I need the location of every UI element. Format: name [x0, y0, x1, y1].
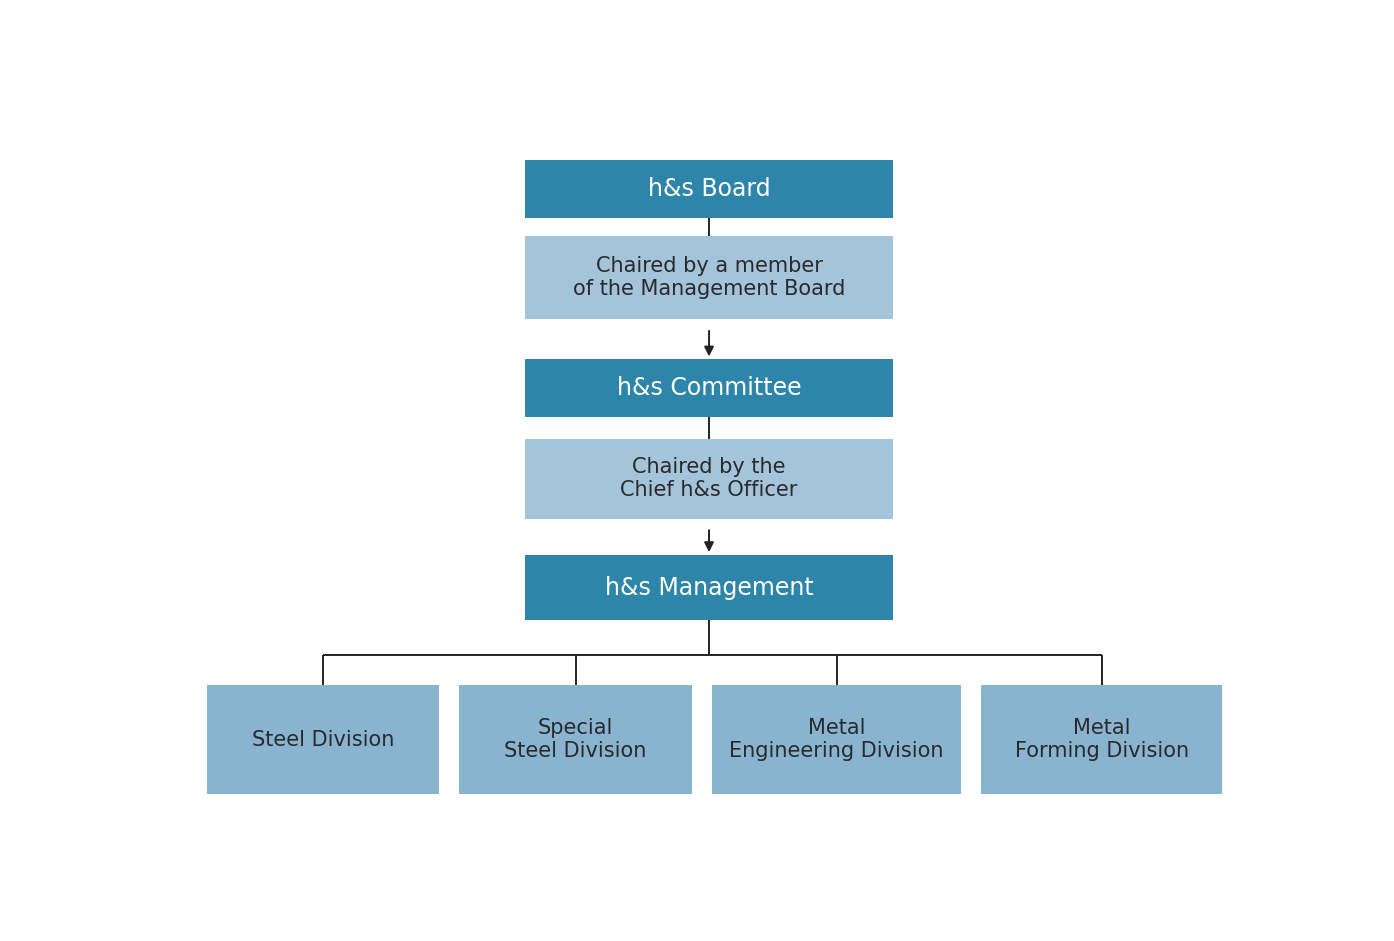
FancyBboxPatch shape	[206, 685, 439, 794]
Text: h&s Management: h&s Management	[605, 576, 813, 599]
FancyBboxPatch shape	[526, 160, 892, 218]
FancyBboxPatch shape	[460, 685, 691, 794]
FancyBboxPatch shape	[981, 685, 1223, 794]
FancyBboxPatch shape	[526, 236, 892, 319]
FancyBboxPatch shape	[526, 439, 892, 518]
Text: Chaired by the
Chief h&s Officer: Chaired by the Chief h&s Officer	[620, 457, 797, 501]
Text: Steel Division: Steel Division	[251, 729, 395, 750]
Text: h&s Board: h&s Board	[648, 177, 771, 201]
Text: Metal
Forming Division: Metal Forming Division	[1015, 718, 1189, 761]
FancyBboxPatch shape	[526, 555, 892, 620]
Text: h&s Committee: h&s Committee	[616, 376, 802, 400]
Text: Metal
Engineering Division: Metal Engineering Division	[729, 718, 944, 761]
Text: Chaired by a member
of the Management Board: Chaired by a member of the Management Bo…	[573, 256, 845, 299]
FancyBboxPatch shape	[526, 359, 892, 417]
Text: Special
Steel Division: Special Steel Division	[505, 718, 647, 761]
FancyBboxPatch shape	[712, 685, 960, 794]
